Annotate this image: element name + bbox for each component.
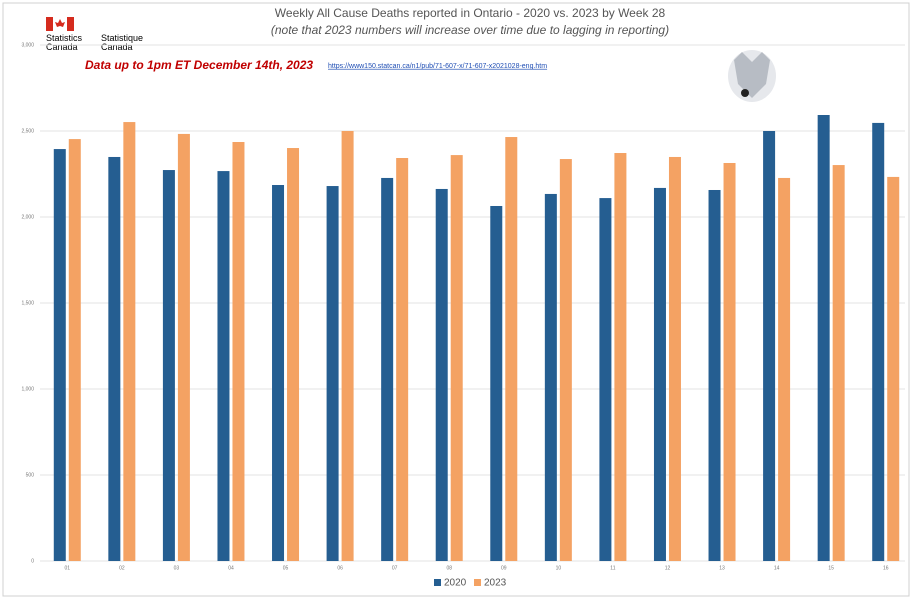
- bar: [599, 198, 612, 561]
- annotation: Data up to 1pm ET December 14th, 2023: [85, 58, 313, 72]
- bar: [326, 186, 339, 562]
- bar: [817, 115, 830, 561]
- logo-en: Statistics Canada: [46, 34, 83, 52]
- x-tick-label: 05: [283, 565, 289, 571]
- bar: [381, 177, 394, 561]
- x-tick-label: 10: [556, 565, 562, 571]
- x-tick-label: 11: [610, 565, 615, 571]
- x-tick-label: 02: [119, 565, 125, 571]
- x-tick-label: 12: [665, 565, 671, 571]
- x-tick-label: 14: [774, 565, 780, 571]
- bar: [505, 137, 518, 561]
- x-tick-label: 06: [337, 565, 343, 571]
- x-tick-label: 15: [828, 565, 834, 571]
- y-tick-label: 1,000: [21, 386, 34, 392]
- y-tick-label: 3,000: [21, 42, 34, 48]
- bar: [614, 153, 627, 562]
- bar: [53, 149, 66, 561]
- legend-label: 2023: [484, 578, 507, 589]
- x-tick-label: 13: [719, 565, 725, 571]
- bar: [544, 193, 557, 561]
- logo-en-text: Statistics Canada: [46, 34, 83, 52]
- bar: [232, 142, 245, 561]
- legend-swatch: [434, 579, 441, 586]
- x-tick-label: 08: [446, 565, 452, 571]
- canada-flag: [46, 17, 74, 31]
- x-tick-label: 04: [228, 565, 234, 571]
- bar: [778, 177, 791, 561]
- legend-label: 2020: [444, 578, 467, 589]
- bar: [832, 165, 845, 561]
- x-tick-label: 01: [65, 565, 71, 571]
- wolf-logo: [728, 50, 776, 102]
- legend-swatch: [474, 579, 481, 586]
- bar: [708, 189, 721, 561]
- chart-title: Weekly All Cause Deaths reported in Onta…: [275, 6, 666, 20]
- source-link[interactable]: https://www150.statcan.ca/n1/pub/71-607-…: [328, 63, 547, 70]
- bar: [723, 162, 736, 561]
- x-tick-label: 16: [883, 565, 889, 571]
- chart-subtitle: (note that 2023 numbers will increase ov…: [271, 23, 669, 37]
- bar: [887, 176, 900, 561]
- bar: [450, 155, 463, 561]
- bar: [872, 122, 885, 561]
- logo-fr-text: Statistique Canada: [101, 34, 144, 52]
- bar: [272, 185, 285, 561]
- logo-fr: Statistique Canada: [101, 34, 144, 52]
- bar: [653, 187, 666, 561]
- bar: [68, 139, 81, 562]
- bar: [123, 122, 136, 561]
- bar: [108, 156, 121, 562]
- x-tick-label: 03: [174, 565, 180, 571]
- x-tick-label: 07: [392, 565, 398, 571]
- y-tick-label: 500: [26, 472, 35, 478]
- bar: [668, 156, 681, 562]
- bar: [341, 131, 354, 561]
- bar: [559, 159, 572, 561]
- bar: [435, 188, 448, 562]
- bar: [162, 170, 175, 561]
- y-tick-label: 2,000: [21, 214, 34, 220]
- bar: [763, 131, 776, 561]
- y-tick-label: 2,500: [21, 128, 34, 134]
- bar: [287, 148, 300, 561]
- bar: [490, 205, 503, 561]
- x-tick-label: 09: [501, 565, 507, 571]
- y-tick-label: 0: [31, 558, 34, 564]
- y-tick-label: 1,500: [21, 300, 34, 306]
- bar: [396, 158, 409, 561]
- bar: [217, 171, 230, 562]
- bar: [177, 133, 190, 561]
